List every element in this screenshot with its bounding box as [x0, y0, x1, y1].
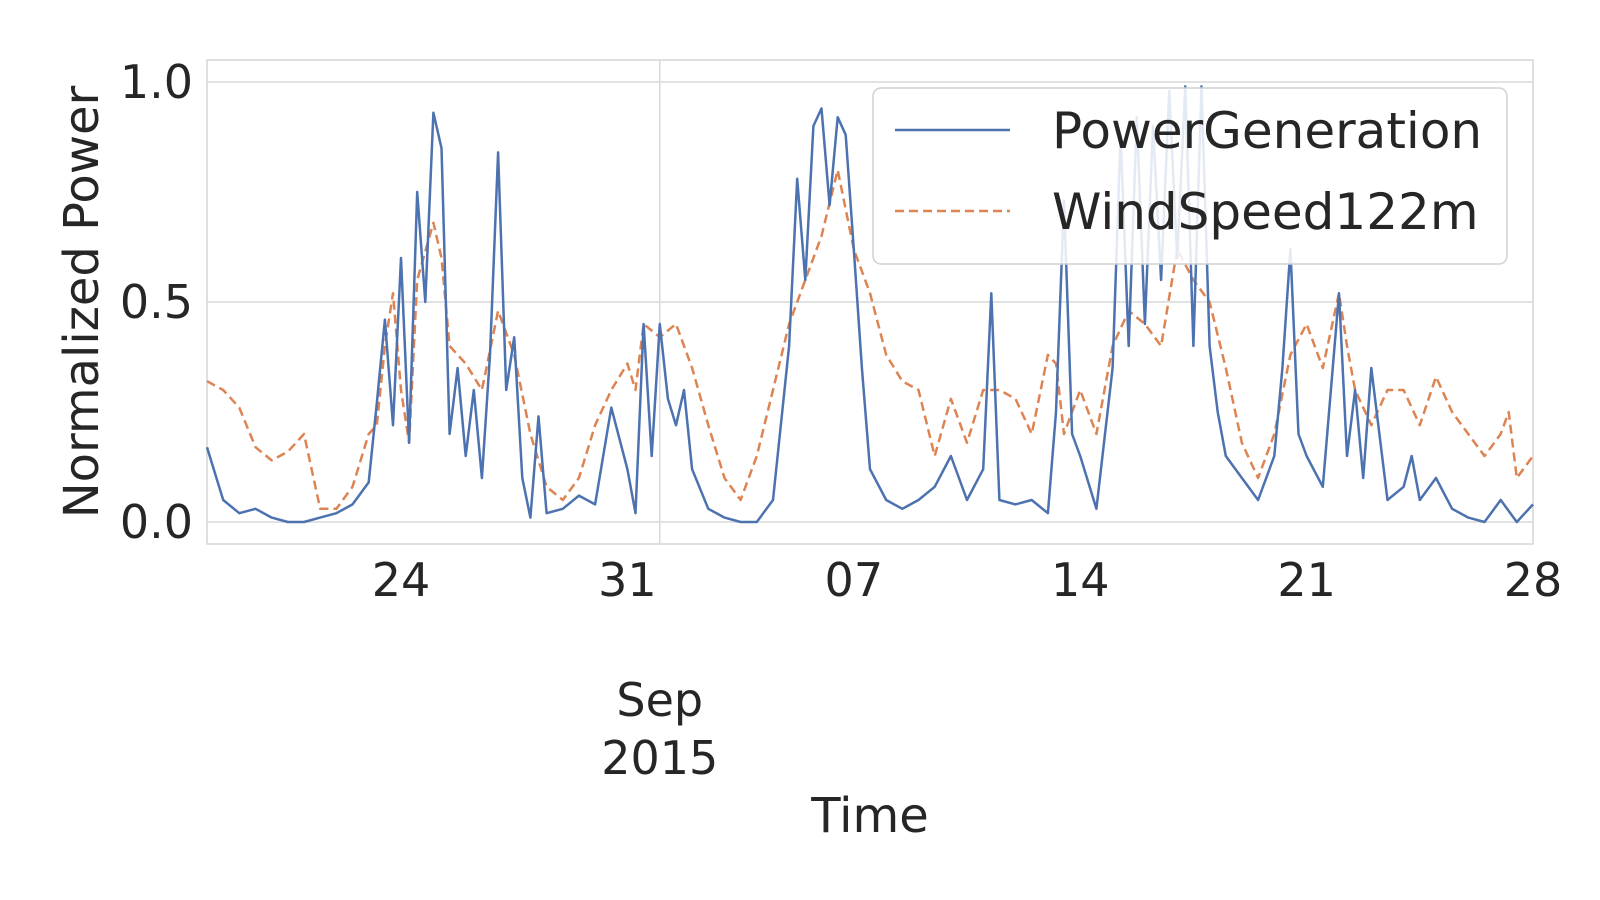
- x-tick-labels: 24 31 07 14 21 28: [372, 553, 1562, 607]
- legend: PowerGeneration WindSpeed122m: [872, 87, 1508, 265]
- x-tick-label: 14: [1051, 553, 1110, 607]
- legend-box: [872, 87, 1508, 265]
- x-tick-label: 07: [825, 553, 884, 607]
- x-month-label-line1: Sep: [616, 673, 703, 727]
- x-tick-label: 21: [1277, 553, 1336, 607]
- y-tick-label: 0.0: [120, 495, 193, 549]
- legend-label-wind: WindSpeed122m: [1052, 183, 1479, 241]
- x-month-label-line2: 2015: [601, 731, 718, 785]
- x-tick-label: 28: [1504, 553, 1563, 607]
- y-tick-label: 0.5: [120, 275, 193, 329]
- y-axis-title: Normalized Power: [54, 85, 110, 518]
- x-tick-label: 24: [372, 553, 431, 607]
- y-tick-labels: 0.0 0.5 1.0: [120, 55, 193, 549]
- y-tick-label: 1.0: [120, 55, 193, 109]
- x-tick-label: 31: [598, 553, 657, 607]
- legend-label-power: PowerGeneration: [1052, 102, 1482, 160]
- grid: [207, 60, 1533, 544]
- x-axis-title: Time: [810, 788, 928, 844]
- series-line-PowerGeneration: [205, 85, 1534, 524]
- series-layer: [205, 85, 1535, 524]
